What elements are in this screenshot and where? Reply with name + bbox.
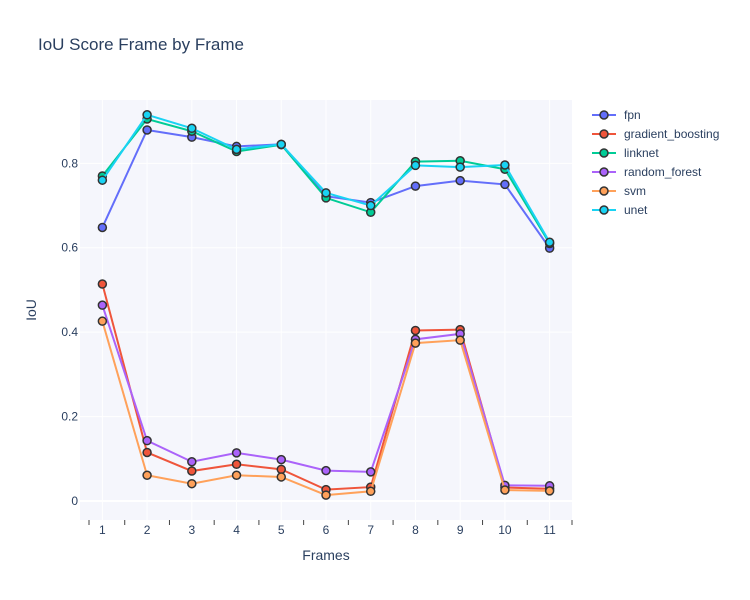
y-tick-label: 0 <box>71 494 78 508</box>
data-point[interactable] <box>544 486 555 496</box>
legend-item[interactable]: gradient_boosting <box>592 127 719 141</box>
x-tick-label: 8 <box>412 523 419 537</box>
data-point[interactable] <box>97 279 108 289</box>
data-point[interactable] <box>142 110 152 120</box>
legend-item[interactable]: random_forest <box>592 165 702 179</box>
grid-lines <box>80 100 572 520</box>
data-point[interactable] <box>276 139 287 150</box>
data-point[interactable] <box>455 162 465 172</box>
data-point[interactable] <box>231 448 242 458</box>
data-point[interactable] <box>142 125 152 135</box>
data-point[interactable] <box>97 222 108 233</box>
y-axis-title: IoU <box>23 299 39 321</box>
data-point[interactable] <box>410 338 421 348</box>
data-point[interactable] <box>97 175 108 185</box>
legend-marker <box>599 148 609 158</box>
data-point[interactable] <box>410 181 421 191</box>
x-tick-label: 3 <box>188 523 195 537</box>
legend-marker <box>599 167 609 177</box>
data-point[interactable] <box>187 456 197 467</box>
data-point[interactable] <box>276 464 287 475</box>
chart-title: IoU Score Frame by Frame <box>38 35 244 54</box>
x-tick-label: 5 <box>278 523 285 537</box>
y-tick-label: 0.8 <box>61 156 78 170</box>
y-tick-label: 0.6 <box>61 241 78 255</box>
y-axis: 0 0.2 0.4 0.6 0.8 <box>61 156 78 508</box>
legend-marker <box>599 205 609 215</box>
data-point[interactable] <box>410 325 421 336</box>
legend-marker <box>599 129 609 139</box>
data-point[interactable] <box>544 237 555 248</box>
data-point[interactable] <box>321 490 331 500</box>
x-tick-label: 2 <box>144 523 151 537</box>
data-point[interactable] <box>455 335 465 345</box>
legend-marker <box>599 186 609 196</box>
x-tick-label: 11 <box>543 523 556 537</box>
legend-marker <box>599 110 609 120</box>
legend-label: unet <box>624 203 648 217</box>
data-point[interactable] <box>365 200 376 211</box>
x-tick-label: 1 <box>99 523 106 537</box>
data-point[interactable] <box>97 316 108 326</box>
x-axis-title: Frames <box>302 547 349 563</box>
x-tick-label: 9 <box>457 523 464 537</box>
data-point[interactable] <box>187 478 197 489</box>
x-tick-label: 7 <box>367 523 374 537</box>
data-point[interactable] <box>142 447 152 458</box>
data-point[interactable] <box>321 465 331 476</box>
x-tick-label: 10 <box>498 523 512 537</box>
legend-item[interactable]: unet <box>592 203 648 217</box>
legend-label: gradient_boosting <box>624 127 719 141</box>
legend-label: svm <box>624 184 646 198</box>
data-point[interactable] <box>231 144 242 155</box>
data-point[interactable] <box>231 459 242 470</box>
data-point[interactable] <box>500 160 510 170</box>
data-point[interactable] <box>187 466 197 476</box>
data-point[interactable] <box>455 175 465 186</box>
data-point[interactable] <box>500 485 510 495</box>
data-point[interactable] <box>500 179 510 190</box>
data-point[interactable] <box>231 470 242 481</box>
legend-item[interactable]: linknet <box>592 146 659 160</box>
data-point[interactable] <box>142 470 152 481</box>
legend-item[interactable]: fpn <box>592 108 641 122</box>
data-point[interactable] <box>276 472 287 482</box>
series-svm <box>97 316 555 500</box>
legend-item[interactable]: svm <box>592 184 646 198</box>
x-axis: 1 2 3 4 5 6 7 8 9 10 11 <box>88 520 573 537</box>
data-point[interactable] <box>410 160 421 171</box>
data-point[interactable] <box>365 467 376 477</box>
series-unet <box>97 110 555 248</box>
data-point[interactable] <box>276 454 287 465</box>
y-tick-label: 0.2 <box>61 410 78 424</box>
data-point[interactable] <box>142 435 152 446</box>
legend-label: fpn <box>624 108 641 122</box>
legend-label: linknet <box>624 146 659 160</box>
data-point[interactable] <box>97 300 108 310</box>
legend-label: random_forest <box>624 165 702 179</box>
data-point[interactable] <box>187 123 197 134</box>
y-tick-label: 0.4 <box>61 325 78 339</box>
series-lines <box>97 110 555 500</box>
data-point[interactable] <box>321 188 331 198</box>
x-tick-label: 4 <box>233 523 240 537</box>
data-point[interactable] <box>365 486 376 497</box>
x-tick-label: 6 <box>323 523 330 537</box>
